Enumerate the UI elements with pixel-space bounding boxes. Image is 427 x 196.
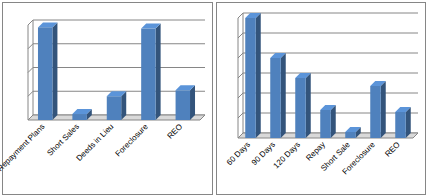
bar — [295, 78, 306, 138]
bar — [270, 58, 281, 138]
bar — [320, 110, 331, 138]
bar — [245, 18, 256, 138]
bar-top — [395, 107, 411, 112]
bar — [370, 86, 381, 138]
x-tick-label: REO — [383, 140, 402, 159]
bar-group — [38, 22, 195, 120]
bar-top — [176, 85, 195, 90]
x-tick-label: Foreclosure — [341, 140, 378, 177]
x-tick-label: Repay — [304, 140, 327, 163]
x-tick-label: Foreclosure — [114, 122, 151, 159]
bar-side — [190, 85, 195, 120]
chart-canvas: Repayment PlansShort SalesDeeds in LieuF… — [0, 0, 427, 196]
x-tick-label: Repayment Plans — [0, 122, 47, 173]
bar — [176, 90, 190, 120]
bar-side — [52, 22, 57, 120]
x-tick-label: REO — [166, 122, 185, 141]
bar — [107, 96, 121, 120]
bar-side — [121, 91, 126, 120]
bar-top — [72, 109, 91, 114]
bar — [395, 112, 406, 138]
x-tick-label: 120 Days — [272, 140, 302, 170]
bar — [72, 114, 86, 120]
bar-top — [345, 127, 361, 132]
grid-line — [238, 93, 418, 98]
bar-top — [295, 73, 311, 78]
bar-top — [320, 105, 336, 110]
panel-border — [3, 3, 213, 195]
bar-top — [245, 13, 261, 18]
bar-top — [141, 24, 160, 29]
bar-top — [107, 91, 126, 96]
bar-side — [306, 73, 311, 138]
x-tick-label: Short Sales — [45, 122, 81, 158]
grid-line — [238, 53, 418, 58]
grid-line — [238, 73, 418, 78]
grid-line — [238, 13, 418, 18]
bar-top — [270, 53, 286, 58]
chart-panel: Repayment PlansShort SalesDeeds in LieuF… — [0, 3, 213, 195]
x-tick-label: Deeds in Lieu — [74, 122, 115, 163]
x-tick-label: 60 Days — [225, 140, 252, 167]
bar — [345, 132, 356, 138]
bar-side — [406, 107, 411, 138]
grid-line — [238, 33, 418, 38]
bar — [38, 27, 52, 120]
bar-side — [156, 24, 161, 120]
bar-top — [38, 22, 57, 27]
bar — [141, 29, 155, 120]
bar-group — [245, 13, 411, 138]
bar-side — [331, 105, 336, 138]
bar-side — [381, 81, 386, 138]
bar-side — [256, 13, 261, 138]
panel-border — [217, 3, 426, 195]
chart-panel: 60 Days90 Days120 DaysRepayShort SaleFor… — [217, 3, 426, 195]
bar-side — [281, 53, 286, 138]
bar-top — [370, 81, 386, 86]
